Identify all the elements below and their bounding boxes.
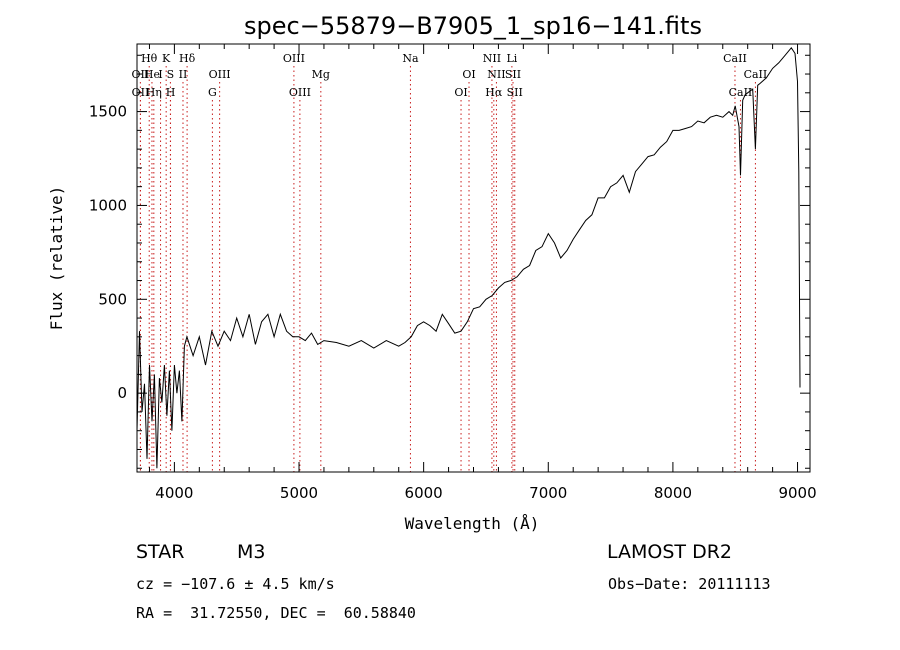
line-marker-label: OI — [454, 86, 467, 99]
object-class: STAR — [136, 541, 185, 563]
line-marker-label: Li — [506, 52, 517, 65]
line-marker-label: Hδ — [179, 52, 196, 65]
y-tick-label: 1000 — [89, 196, 127, 214]
line-marker-label: OIII — [289, 86, 311, 99]
coordinates: RA = 31.72550, DEC = 60.58840 — [136, 604, 416, 622]
line-marker-label: NII — [487, 68, 505, 81]
plot-frame — [136, 43, 811, 473]
redshift-value: cz = −107.6 ± 4.5 km/s — [136, 575, 335, 593]
y-tick-label: 500 — [98, 290, 127, 308]
line-marker-label: K — [162, 52, 171, 65]
line-marker-label: II — [179, 68, 188, 81]
line-marker-label: Hη — [146, 86, 162, 99]
survey-name: LAMOST DR2 — [607, 541, 732, 563]
line-marker-label: He — [144, 68, 160, 81]
line-marker-label: Hθ — [141, 52, 158, 65]
obs-date: Obs−Date: 20111113 — [608, 575, 771, 593]
line-marker-label: S — [167, 68, 175, 81]
line-marker-label: G — [208, 86, 217, 99]
y-axis-label: Flux (relative) — [47, 186, 66, 331]
line-marker-label: Hα — [485, 86, 503, 99]
line-marker-label: CaII — [723, 52, 747, 65]
object-subclass: M3 — [237, 541, 266, 563]
line-marker-label: I — [158, 68, 162, 81]
x-tick-label: 7000 — [529, 484, 567, 502]
line-marker-label: Mg — [312, 68, 330, 81]
line-marker-label: SII — [505, 68, 521, 81]
line-marker-label: OI — [462, 68, 475, 81]
line-marker-label: Na — [402, 52, 419, 65]
line-marker-label: CaII — [744, 68, 768, 81]
x-tick-label: 4000 — [155, 484, 193, 502]
axis-ticks: 4000 5000 6000 7000 8000 9000 0 500 1000 1500 — [89, 44, 817, 502]
spectrum-series-line — [136, 46, 801, 469]
y-tick-label: 1500 — [89, 103, 127, 121]
x-tick-label: 9000 — [778, 484, 816, 502]
line-marker-label: OIII — [283, 52, 305, 65]
x-tick-label: 5000 — [280, 484, 318, 502]
line-marker-label: SII — [507, 86, 523, 99]
chart-title: spec−55879−B7905_1_sp16−141.fits — [244, 12, 702, 40]
y-tick-label: 0 — [117, 384, 127, 402]
x-axis-label: Wavelength (Å) — [405, 514, 540, 533]
line-marker-label: OIII — [209, 68, 231, 81]
line-marker-label: H — [166, 86, 176, 99]
x-tick-label: 6000 — [405, 484, 443, 502]
x-tick-label: 8000 — [654, 484, 692, 502]
line-marker-label: CaII — [729, 86, 753, 99]
line-marker-label: NII — [483, 52, 501, 65]
